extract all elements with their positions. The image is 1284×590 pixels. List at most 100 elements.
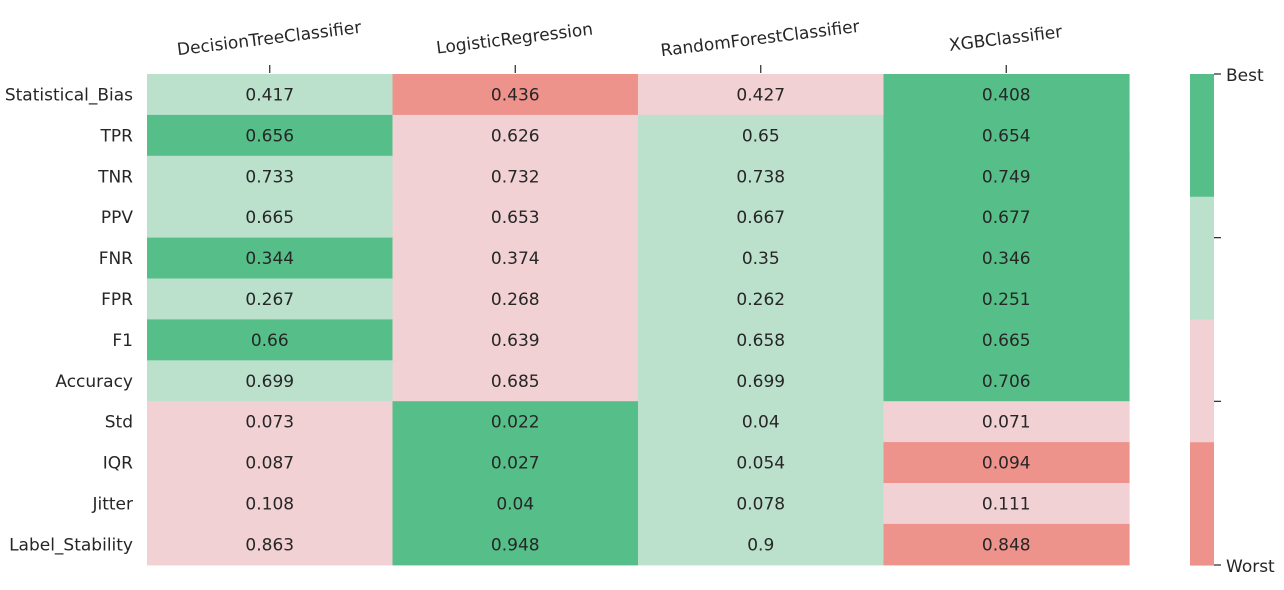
colorbar-worst-label: Worst xyxy=(1226,557,1275,577)
heatmap-cell xyxy=(883,523,1130,566)
row-label: PPV xyxy=(101,208,134,228)
cell-value-label: 0.948 xyxy=(491,535,540,555)
heatmap-cell xyxy=(638,523,885,566)
row-label: FPR xyxy=(101,290,133,310)
row-label: Label_Stability xyxy=(9,535,133,555)
cell-value-label: 0.653 xyxy=(491,208,540,228)
colorbar: Best Worst xyxy=(1190,66,1275,577)
heatmap-cell xyxy=(883,196,1130,239)
heatmap-cell xyxy=(392,523,639,566)
heatmap-cell xyxy=(638,278,885,320)
heatmap-cell xyxy=(638,74,885,116)
row-label: Statistical_Bias xyxy=(5,85,133,105)
cell-value-label: 0.749 xyxy=(982,167,1031,187)
cell-value-label: 0.071 xyxy=(982,413,1031,433)
cell-value-label: 0.706 xyxy=(982,372,1031,392)
column-labels: DecisionTreeClassifier LogisticRegression… xyxy=(176,17,1063,73)
cell-value-label: 0.656 xyxy=(245,126,294,146)
heatmap-cell xyxy=(392,237,639,280)
cell-value-label: 0.436 xyxy=(491,85,540,105)
cell-value-label: 0.054 xyxy=(736,454,785,474)
heatmap-cell xyxy=(883,114,1130,157)
heatmap-cell xyxy=(147,442,394,484)
cell-value-label: 0.699 xyxy=(245,372,294,392)
cell-value-label: 0.699 xyxy=(736,372,785,392)
cell-value-label: 0.108 xyxy=(245,494,294,514)
heatmap-cell xyxy=(147,114,394,157)
cell-value-label: 0.262 xyxy=(736,290,785,310)
cell-value-label: 0.094 xyxy=(982,454,1031,474)
cell-value-label: 0.251 xyxy=(982,290,1031,310)
heatmap-cell xyxy=(392,114,639,157)
heatmap-cell xyxy=(147,155,394,198)
heatmap-cell xyxy=(883,360,1130,402)
row-label: F1 xyxy=(112,331,133,351)
cell-value-label: 0.848 xyxy=(982,535,1031,555)
column-label: LogisticRegression xyxy=(435,20,594,59)
cell-value-label: 0.738 xyxy=(736,167,785,187)
row-label: Std xyxy=(105,413,133,433)
cell-value-label: 0.685 xyxy=(491,372,540,392)
heatmap-cell xyxy=(638,114,885,157)
cell-value-label: 0.267 xyxy=(245,290,294,310)
cell-value-label: 0.9 xyxy=(747,535,774,555)
cell-value-label: 0.268 xyxy=(491,290,540,310)
heatmap-cell xyxy=(638,401,885,443)
heatmap-cell xyxy=(147,360,394,402)
heatmap-cell xyxy=(883,483,1130,525)
colorbar-best-label: Best xyxy=(1226,66,1264,86)
cell-value-label: 0.073 xyxy=(245,413,294,433)
heatmap-cell xyxy=(147,523,394,566)
row-label: IQR xyxy=(103,454,133,474)
cell-value-label: 0.665 xyxy=(245,208,294,228)
cell-value-label: 0.626 xyxy=(491,126,540,146)
cell-value-label: 0.639 xyxy=(491,331,540,351)
heatmap-cell xyxy=(638,319,885,361)
heatmap-cell xyxy=(883,442,1130,484)
heatmap-cell xyxy=(392,319,639,361)
heatmap-cell xyxy=(638,196,885,239)
heatmap-cell-values: 0.417 0.436 0.427 0.408 0.656 0.626 0.65 0.654 0… xyxy=(245,85,1030,555)
column-label: RandomForestClassifier xyxy=(660,17,861,61)
cell-value-label: 0.04 xyxy=(742,413,780,433)
cell-value-label: 0.654 xyxy=(982,126,1031,146)
cell-value-label: 0.733 xyxy=(245,167,294,187)
row-label: Accuracy xyxy=(55,372,133,392)
heatmap-cell xyxy=(392,74,639,116)
heatmap-cell xyxy=(392,360,639,402)
heatmap-cell xyxy=(392,442,639,484)
colorbar-segment xyxy=(1190,319,1214,443)
row-label: Jitter xyxy=(91,494,133,514)
heatmap-cell xyxy=(392,155,639,198)
heatmap-cell xyxy=(883,74,1130,116)
cell-value-label: 0.658 xyxy=(736,331,785,351)
cell-value-label: 0.374 xyxy=(491,249,540,269)
heatmap-cells xyxy=(147,74,1130,566)
row-label: TPR xyxy=(100,126,134,146)
colorbar-segment xyxy=(1190,196,1214,321)
cell-value-label: 0.35 xyxy=(742,249,780,269)
cell-value-label: 0.863 xyxy=(245,535,294,555)
heatmap-cell xyxy=(638,442,885,484)
cell-value-label: 0.027 xyxy=(491,454,540,474)
heatmap-cell xyxy=(147,237,394,280)
cell-value-label: 0.417 xyxy=(245,85,294,105)
heatmap-cell xyxy=(392,483,639,525)
row-label: FNR xyxy=(99,249,133,269)
heatmap-cell xyxy=(147,278,394,320)
heatmap-cell xyxy=(638,483,885,525)
cell-value-label: 0.677 xyxy=(982,208,1031,228)
heatmap-cell xyxy=(147,319,394,361)
heatmap-cell xyxy=(883,319,1130,361)
heatmap-cell xyxy=(883,278,1130,320)
heatmap-cell xyxy=(883,155,1130,198)
heatmap-cell xyxy=(638,155,885,198)
cell-value-label: 0.04 xyxy=(496,494,534,514)
heatmap-cell xyxy=(147,74,394,116)
cell-value-label: 0.346 xyxy=(982,249,1031,269)
heatmap-cell xyxy=(883,401,1130,443)
cell-value-label: 0.66 xyxy=(251,331,289,351)
cell-value-label: 0.111 xyxy=(982,494,1031,514)
cell-value-label: 0.732 xyxy=(491,167,540,187)
